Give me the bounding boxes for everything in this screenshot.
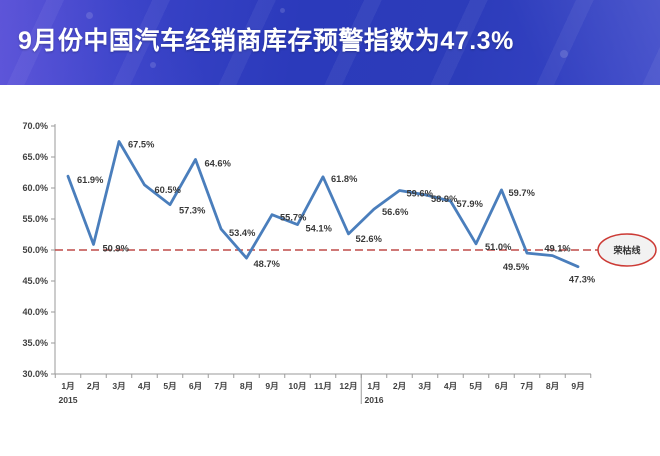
data-point-label: 47.3% <box>569 275 596 285</box>
data-point-label: 55.7% <box>280 213 307 223</box>
y-axis-label: 65.0% <box>22 152 48 162</box>
y-axis-label: 40.0% <box>22 307 48 317</box>
x-axis-month-label: 2月 <box>87 381 100 391</box>
chart-area: 30.0% 35.0% 40.0% 45.0% 50.0% 55.0% 60.0% 65.0%… <box>0 85 660 451</box>
x-axis-month-label: 5月 <box>469 381 482 391</box>
data-point-label: 58.9% <box>431 194 458 204</box>
data-point-label: 61.9% <box>77 175 104 185</box>
x-axis-month-label: 12月 <box>339 381 357 391</box>
data-point-label: 49.1% <box>544 244 571 254</box>
data-point-label: 49.5% <box>503 262 530 272</box>
x-axis-month-label: 6月 <box>495 381 508 391</box>
y-axis-label: 60.0% <box>22 183 48 193</box>
data-point-label: 51.0% <box>485 242 512 252</box>
data-point-label: 61.8% <box>331 174 358 184</box>
y-axis-label: 50.0% <box>22 245 48 255</box>
data-point-label: 67.5% <box>128 140 155 150</box>
x-axis-month-label: 9月 <box>571 381 584 391</box>
y-axis-label: 45.0% <box>22 276 48 286</box>
y-axis-label: 70.0% <box>22 121 48 131</box>
x-axis-month-label: 8月 <box>546 381 559 391</box>
x-axis-month-label: 4月 <box>444 381 457 391</box>
x-axis-month-label: 4月 <box>138 381 151 391</box>
banner-decor-dot <box>280 8 285 13</box>
x-axis-month-label: 5月 <box>163 381 176 391</box>
x-axis-month-label: 7月 <box>214 381 227 391</box>
y-axis-label: 35.0% <box>22 338 48 348</box>
x-axis-month-label: 1月 <box>367 381 380 391</box>
y-axis-label: 55.0% <box>22 214 48 224</box>
data-point-label: 50.9% <box>103 243 130 253</box>
x-axis-month-label: 1月 <box>61 381 74 391</box>
data-point-label: 53.4% <box>229 228 256 238</box>
x-axis-month-label: 3月 <box>418 381 431 391</box>
header-banner: 9月份中国汽车经销商库存预警指数为47.3% <box>0 0 660 85</box>
x-axis-month-label: 8月 <box>240 381 253 391</box>
inventory-warning-line-chart: 30.0% 35.0% 40.0% 45.0% 50.0% 55.0% 60.0% 65.0%… <box>22 121 657 405</box>
data-line <box>66 140 580 269</box>
data-point-label: 48.7% <box>254 259 281 269</box>
data-point-label: 57.9% <box>457 199 484 209</box>
data-point-label: 59.6% <box>407 188 434 198</box>
x-axis-month-label: 11月 <box>314 381 332 391</box>
data-point-label: 59.7% <box>509 188 536 198</box>
data-point-label: 56.6% <box>382 207 409 217</box>
x-axis-month-label: 9月 <box>265 381 278 391</box>
x-axis-month-label: 10月 <box>288 381 306 391</box>
page-title: 9月份中国汽车经销商库存预警指数为47.3% <box>18 27 514 55</box>
x-axis-year-label: 2015 <box>58 395 77 405</box>
reference-line-badge <box>597 233 657 267</box>
x-axis-month-label: 6月 <box>189 381 202 391</box>
banner-decor-dot <box>86 12 93 19</box>
data-point-label: 64.6% <box>205 158 232 168</box>
x-axis-month-label: 7月 <box>520 381 533 391</box>
banner-decor-dot <box>560 50 568 58</box>
x-axis-month-label: 3月 <box>112 381 125 391</box>
x-axis-year-label: 2016 <box>364 395 383 405</box>
data-point-label: 57.3% <box>179 206 206 216</box>
y-axis-label: 30.0% <box>22 369 48 379</box>
data-point-label: 60.5% <box>155 185 182 195</box>
data-point-label: 54.1% <box>306 224 333 234</box>
banner-decor-dot <box>150 62 156 68</box>
data-point-label: 52.6% <box>356 234 383 244</box>
reference-line-badge-label: 荣枯线 <box>612 245 640 256</box>
x-axis-month-label: 2月 <box>393 381 406 391</box>
